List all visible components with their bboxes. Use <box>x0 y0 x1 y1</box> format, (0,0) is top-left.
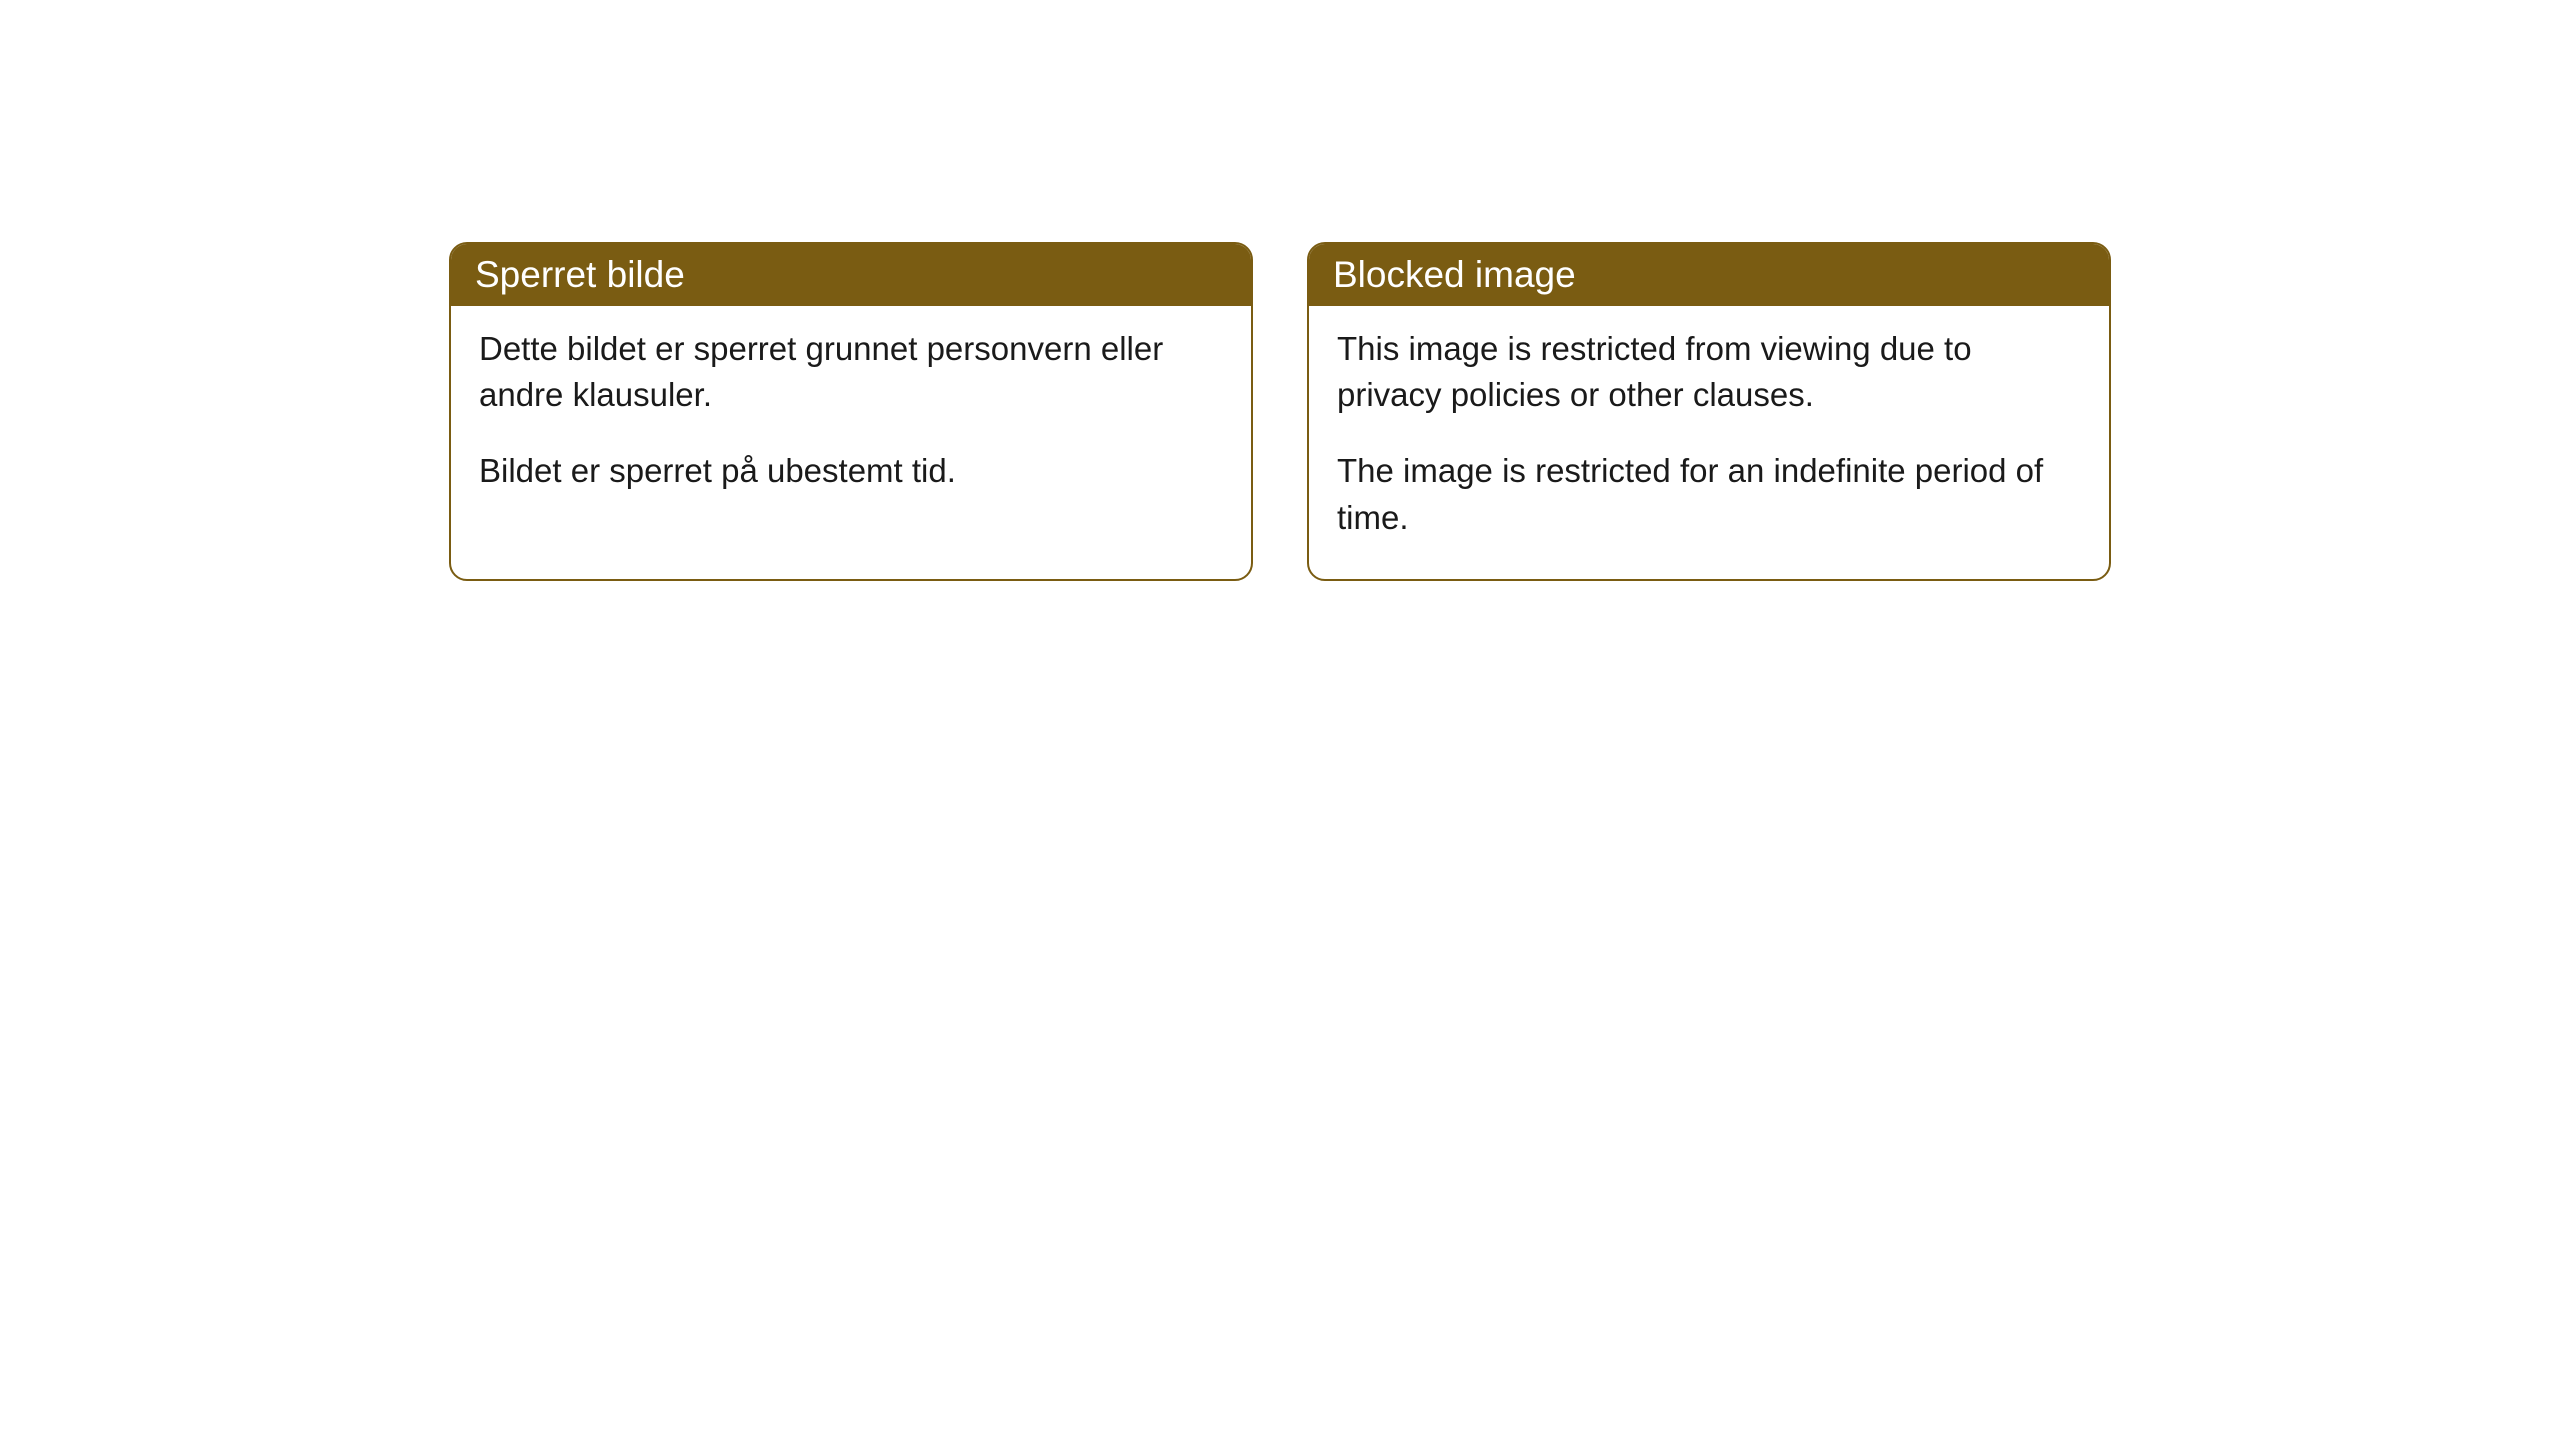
card-body-en: This image is restricted from viewing du… <box>1309 306 2109 579</box>
blocked-image-card-en: Blocked image This image is restricted f… <box>1307 242 2111 581</box>
card-paragraph-2-no: Bildet er sperret på ubestemt tid. <box>479 448 1223 494</box>
card-header-en: Blocked image <box>1309 244 2109 306</box>
card-paragraph-2-en: The image is restricted for an indefinit… <box>1337 448 2081 540</box>
card-paragraph-1-no: Dette bildet er sperret grunnet personve… <box>479 326 1223 418</box>
cards-container: Sperret bilde Dette bildet er sperret gr… <box>0 0 2560 581</box>
blocked-image-card-no: Sperret bilde Dette bildet er sperret gr… <box>449 242 1253 581</box>
card-body-no: Dette bildet er sperret grunnet personve… <box>451 306 1251 533</box>
card-paragraph-1-en: This image is restricted from viewing du… <box>1337 326 2081 418</box>
card-header-no: Sperret bilde <box>451 244 1251 306</box>
